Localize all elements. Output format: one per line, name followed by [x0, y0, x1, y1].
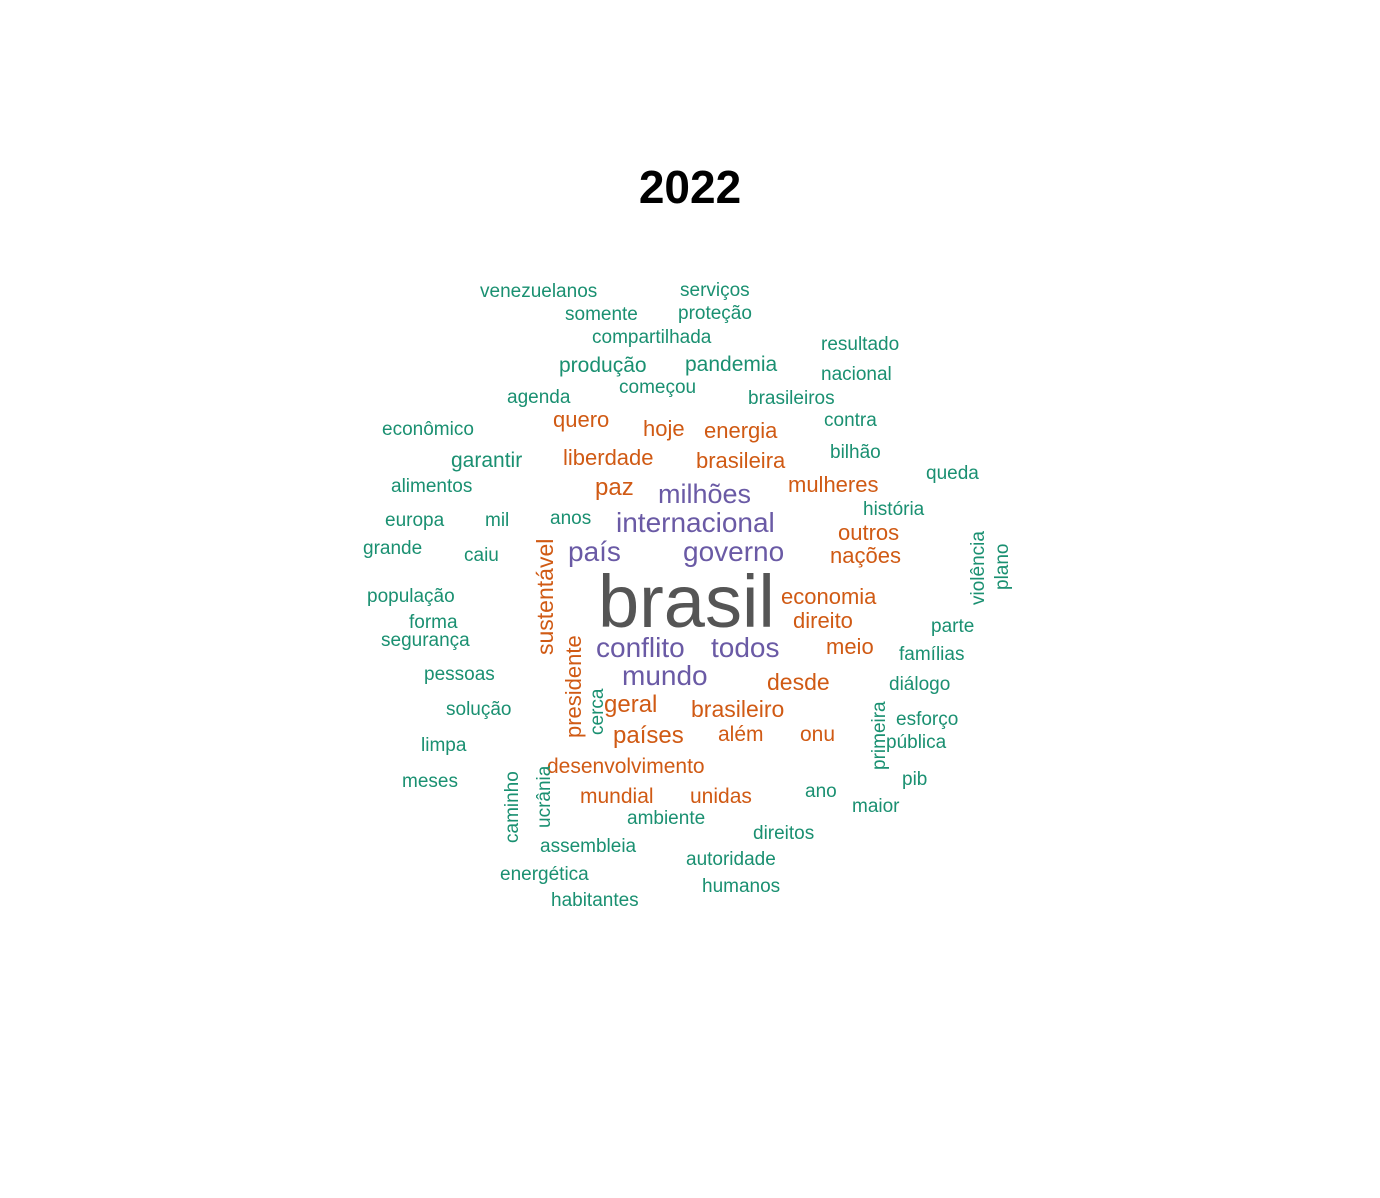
word-35: compartilhada [592, 327, 712, 348]
word-36: resultado [821, 334, 899, 355]
word-20: direito [793, 608, 853, 633]
word-5: conflito [596, 632, 685, 663]
word-74: ano [805, 781, 837, 802]
word-57: população [367, 586, 455, 607]
word-2: governo [683, 536, 784, 567]
word-24: brasileiro [691, 696, 784, 722]
word-79: autoridade [686, 849, 776, 870]
word-63: cerca [587, 688, 608, 735]
word-21: meio [826, 634, 874, 659]
word-48: alimentos [391, 476, 472, 497]
word-65: primeira [869, 701, 890, 770]
word-10: energia [704, 418, 778, 443]
word-4: milhões [658, 479, 751, 509]
word-8: quero [553, 407, 609, 432]
word-39: nacional [821, 364, 892, 385]
word-30: unidas [690, 785, 752, 808]
word-12: brasileira [696, 448, 786, 473]
word-68: limpa [421, 735, 467, 756]
word-73: meses [402, 771, 458, 792]
word-81: humanos [702, 876, 780, 897]
word-64: diálogo [889, 674, 950, 695]
word-77: direitos [753, 823, 814, 844]
word-51: mil [485, 510, 509, 531]
word-3: internacional [616, 507, 775, 538]
word-27: onu [800, 723, 835, 746]
word-52: anos [550, 508, 591, 529]
word-34: proteção [678, 303, 752, 324]
word-53: violência [968, 531, 989, 605]
word-38: pandemia [685, 353, 778, 376]
word-47: queda [926, 463, 979, 484]
word-60: segurança [381, 630, 470, 651]
word-80: energética [500, 864, 589, 885]
word-50: europa [385, 510, 445, 531]
word-55: grande [363, 538, 422, 559]
word-59: parte [931, 616, 974, 637]
word-7: mundo [622, 660, 708, 691]
word-41: agenda [507, 387, 571, 408]
word-56: caiu [464, 545, 499, 566]
word-18: presidente [561, 635, 586, 738]
word-61: famílias [899, 644, 964, 665]
word-31: venezuelanos [480, 281, 597, 302]
word-44: contra [824, 410, 877, 431]
word-49: história [863, 499, 925, 520]
word-26: além [718, 723, 764, 746]
word-6: todos [711, 632, 780, 663]
word-66: solução [446, 699, 512, 720]
word-54: plano [992, 544, 1013, 591]
word-75: maior [852, 796, 900, 817]
word-1: país [568, 536, 621, 567]
word-82: habitantes [551, 890, 639, 911]
word-70: caminho [502, 771, 523, 843]
word-15: outros [838, 520, 899, 545]
word-16: nações [830, 543, 901, 568]
word-17: sustentável [532, 539, 558, 655]
word-78: assembleia [540, 836, 637, 857]
word-32: serviços [680, 280, 750, 301]
word-69: pública [886, 732, 947, 753]
word-29: mundial [580, 785, 654, 808]
word-58: forma [409, 612, 458, 633]
word-43: econômico [382, 419, 474, 440]
chart-title: 2022 [638, 161, 742, 213]
word-13: paz [595, 474, 634, 501]
word-22: desde [767, 669, 830, 695]
word-33: somente [565, 304, 638, 325]
word-23: geral [604, 691, 657, 718]
word-14: mulheres [788, 472, 878, 497]
word-11: liberdade [563, 445, 654, 470]
word-46: bilhão [830, 442, 881, 463]
word-9: hoje [643, 416, 685, 441]
word-0: brasil [598, 560, 775, 643]
word-72: pib [902, 769, 927, 790]
word-67: esforço [896, 709, 958, 730]
word-37: produção [559, 354, 647, 377]
word-28: desenvolvimento [547, 755, 705, 778]
word-71: ucrânia [534, 765, 555, 828]
word-45: garantir [451, 449, 522, 472]
word-62: pessoas [424, 664, 495, 685]
word-40: começou [619, 377, 696, 398]
word-25: países [613, 722, 684, 749]
word-76: ambiente [627, 808, 705, 829]
word-42: brasileiros [748, 388, 835, 409]
word-19: economia [781, 584, 877, 609]
